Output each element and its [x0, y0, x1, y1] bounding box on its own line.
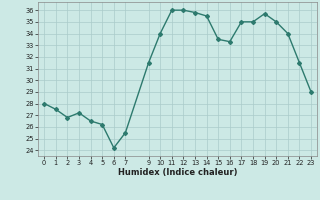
- X-axis label: Humidex (Indice chaleur): Humidex (Indice chaleur): [118, 168, 237, 177]
